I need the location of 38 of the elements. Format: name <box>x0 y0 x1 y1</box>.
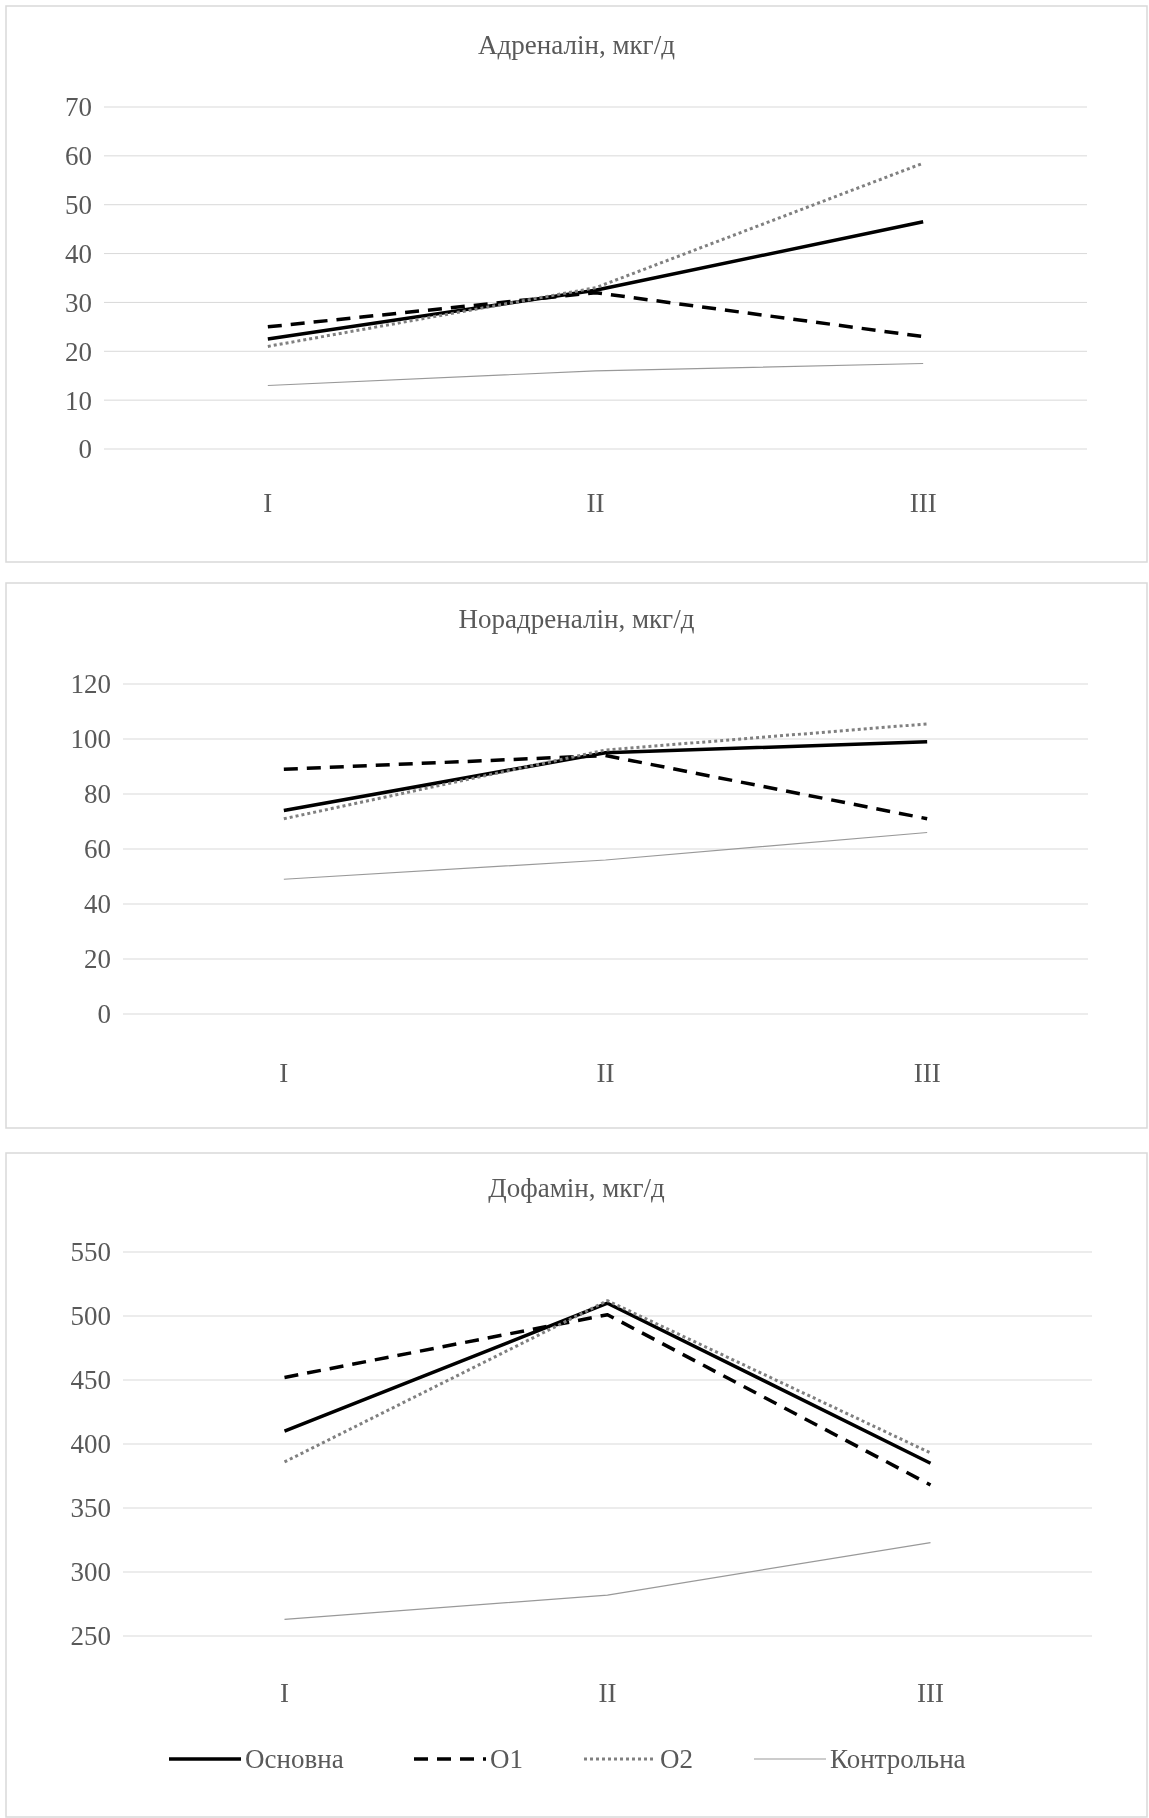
y-tick-label: 50 <box>65 190 92 221</box>
y-tick-label: 40 <box>84 889 111 920</box>
y-tick-label: 80 <box>84 779 111 810</box>
chart-title: Дофамін, мкг/д <box>488 1173 665 1203</box>
y-tick-label: 30 <box>65 287 92 318</box>
x-tick-label: III <box>909 488 937 518</box>
y-tick-label: 20 <box>84 944 111 975</box>
x-tick-label: I <box>280 1678 289 1708</box>
legend-label: Контрольна <box>830 1744 966 1774</box>
y-tick-label: 550 <box>70 1237 111 1268</box>
x-tick-label: II <box>596 1058 615 1088</box>
legend-label: О1 <box>490 1744 523 1774</box>
y-tick-label: 250 <box>70 1621 111 1652</box>
x-tick-label: I <box>263 488 273 518</box>
x-tick-label: I <box>279 1058 289 1088</box>
y-tick-label: 300 <box>70 1557 111 1588</box>
x-tick-label: II <box>598 1678 617 1708</box>
y-tick-label: 40 <box>65 239 92 270</box>
x-tick-label: III <box>917 1678 944 1708</box>
y-tick-label: 60 <box>84 834 111 865</box>
x-tick-label: III <box>913 1058 941 1088</box>
y-tick-label: 60 <box>65 141 92 172</box>
y-tick-label: 100 <box>70 724 111 755</box>
y-tick-label: 10 <box>65 385 92 416</box>
legend-label: Основна <box>245 1744 344 1774</box>
y-tick-label: 350 <box>70 1493 111 1524</box>
x-tick-label: II <box>586 488 605 518</box>
y-tick-label: 500 <box>70 1301 111 1332</box>
y-tick-label: 400 <box>70 1429 111 1460</box>
y-tick-label: 120 <box>70 669 111 700</box>
y-tick-label: 0 <box>97 999 111 1030</box>
y-tick-label: 0 <box>78 434 92 465</box>
y-tick-label: 450 <box>70 1365 111 1396</box>
chart-title: Адреналін, мкг/д <box>478 30 676 60</box>
legend-label: О2 <box>660 1744 693 1774</box>
y-tick-label: 70 <box>65 92 92 123</box>
chart-title: Норадреналін, мкг/д <box>458 604 695 634</box>
y-tick-label: 20 <box>65 336 92 367</box>
